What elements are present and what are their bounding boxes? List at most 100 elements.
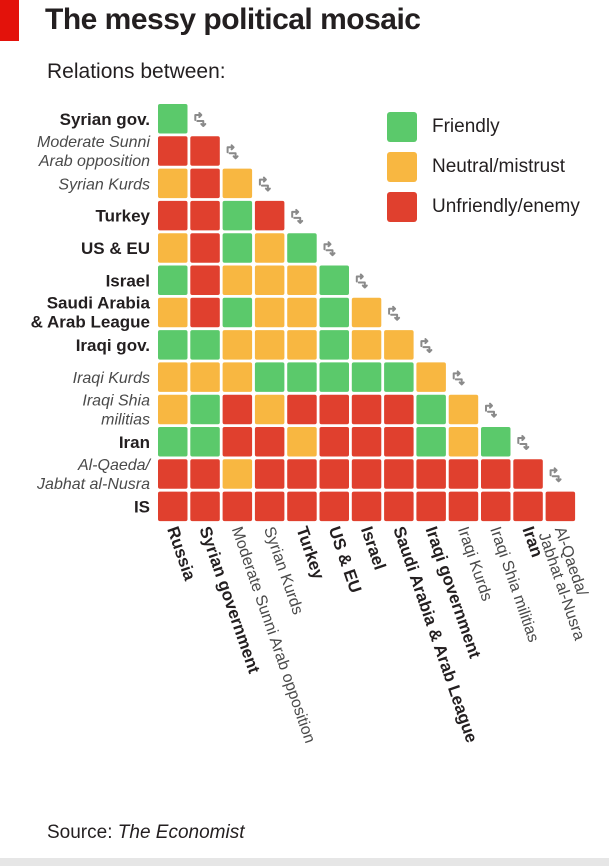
cell-r11-c1: [190, 459, 220, 489]
cell-r9-c0: [158, 394, 188, 425]
cell-r6-c3: [254, 297, 285, 328]
link-arrow-icon: [226, 144, 239, 160]
column-label-russia: Russia: [163, 524, 199, 583]
cell-r6-c4: [287, 297, 317, 328]
cell-r1-c0: [158, 136, 188, 166]
cell-r5-c1: [190, 265, 220, 295]
legend-label-neutral: Neutral/mistrust: [432, 156, 566, 177]
cell-r6-c0: [158, 297, 188, 328]
cell-r11-c2: [222, 459, 253, 489]
row-label-iraqi-shia-militias: Iraqi Shia militias: [82, 392, 150, 428]
link-arrow-icon: [517, 435, 530, 450]
cell-r3-c2: [222, 200, 253, 231]
legend-label-friendly: Friendly: [432, 116, 500, 137]
cell-r11-c8: [416, 459, 446, 489]
cell-r8-c1: [190, 362, 220, 392]
cell-r11-c9: [448, 459, 479, 489]
source-note: Source: The Economist: [47, 822, 245, 844]
cell-r9-c1: [190, 394, 220, 425]
cell-r11-c11: [513, 459, 543, 489]
link-arrow-icon: [549, 467, 562, 483]
cell-r1-c1: [190, 136, 220, 166]
cell-r6-c6: [351, 297, 382, 328]
cell-r12-c2: [222, 491, 253, 522]
cell-r4-c1: [190, 233, 220, 263]
cell-r3-c3: [254, 200, 285, 231]
row-label-us-eu: US & EU: [81, 239, 150, 258]
cell-r11-c7: [384, 459, 414, 489]
cell-r10-c2: [222, 427, 253, 457]
cell-r12-c10: [481, 491, 511, 522]
cell-r9-c3: [254, 394, 285, 425]
cell-r2-c2: [222, 168, 253, 199]
cell-r4-c2: [222, 233, 253, 263]
row-label-israel: Israel: [106, 271, 150, 290]
cell-r12-c7: [384, 491, 414, 522]
cell-r10-c7: [384, 427, 414, 457]
source-prefix: Source:: [47, 822, 118, 843]
cell-r8-c3: [254, 362, 285, 392]
cell-r6-c2: [222, 297, 253, 328]
row-label-moderate-sunni-arab-opposition: Moderate Sunni Arab opposition: [37, 134, 150, 170]
chart-title: The messy political mosaic: [45, 3, 421, 36]
cell-r4-c4: [287, 233, 317, 263]
bottom-rule: [0, 858, 609, 866]
source-name: The Economist: [117, 822, 245, 843]
cell-r5-c5: [319, 265, 349, 295]
cell-r9-c9: [448, 394, 479, 425]
cell-r2-c1: [190, 168, 220, 199]
link-arrow-icon: [420, 338, 433, 354]
cell-r12-c8: [416, 491, 446, 522]
row-label-syrian-gov: Syrian gov.: [60, 110, 150, 129]
legend-swatch-friendly: [387, 112, 417, 142]
cell-r9-c2: [222, 394, 253, 425]
cell-r8-c6: [351, 362, 382, 392]
legend-swatch-neutral: [387, 152, 417, 182]
cell-r6-c1: [190, 297, 220, 328]
cell-r2-c0: [158, 168, 188, 199]
cell-r12-c5: [319, 491, 349, 522]
cell-r11-c10: [481, 459, 511, 489]
cell-r5-c4: [287, 265, 317, 295]
cell-r12-c4: [287, 491, 317, 522]
cell-r4-c3: [254, 233, 285, 263]
cell-r12-c11: [513, 491, 543, 522]
cell-r9-c6: [351, 394, 382, 425]
row-label-syrian-kurds: Syrian Kurds: [58, 176, 150, 193]
cell-r3-c0: [158, 200, 188, 231]
cell-r8-c7: [384, 362, 414, 392]
cell-r11-c6: [351, 459, 382, 489]
cell-r9-c7: [384, 394, 414, 425]
link-arrow-icon: [258, 176, 271, 192]
cell-r7-c5: [319, 330, 349, 360]
cell-r10-c1: [190, 427, 220, 457]
cell-r4-c0: [158, 233, 188, 263]
cell-r11-c0: [158, 459, 188, 489]
cell-r12-c3: [254, 491, 285, 522]
cell-r7-c4: [287, 330, 317, 360]
legend-label-enemy: Unfriendly/enemy: [432, 196, 580, 217]
link-arrow-icon: [355, 273, 368, 289]
link-arrow-icon: [485, 402, 497, 418]
cell-r7-c6: [351, 330, 382, 360]
cell-r8-c5: [319, 362, 349, 392]
row-label-turkey: Turkey: [96, 207, 151, 226]
cell-r10-c10: [481, 427, 511, 457]
cell-r10-c0: [158, 427, 188, 457]
cell-r8-c2: [222, 362, 253, 392]
cell-r10-c3: [254, 427, 285, 457]
legend-swatch-enemy: [387, 192, 417, 222]
column-label-al-qaeda-jabhat-al-nusra: Al-Qaeda/Jabhat al-Nusra: [535, 525, 604, 643]
cell-r7-c3: [254, 330, 285, 360]
link-arrow-icon: [291, 208, 304, 224]
row-label-iraqi-kurds: Iraqi Kurds: [73, 370, 150, 387]
link-arrow-icon: [452, 370, 465, 386]
link-arrow-icon: [323, 241, 336, 257]
cell-r12-c6: [351, 491, 382, 522]
cell-r5-c0: [158, 265, 188, 295]
cell-r5-c3: [254, 265, 285, 295]
cell-r9-c5: [319, 394, 349, 425]
cell-r9-c4: [287, 394, 317, 425]
cell-r11-c5: [319, 459, 349, 489]
